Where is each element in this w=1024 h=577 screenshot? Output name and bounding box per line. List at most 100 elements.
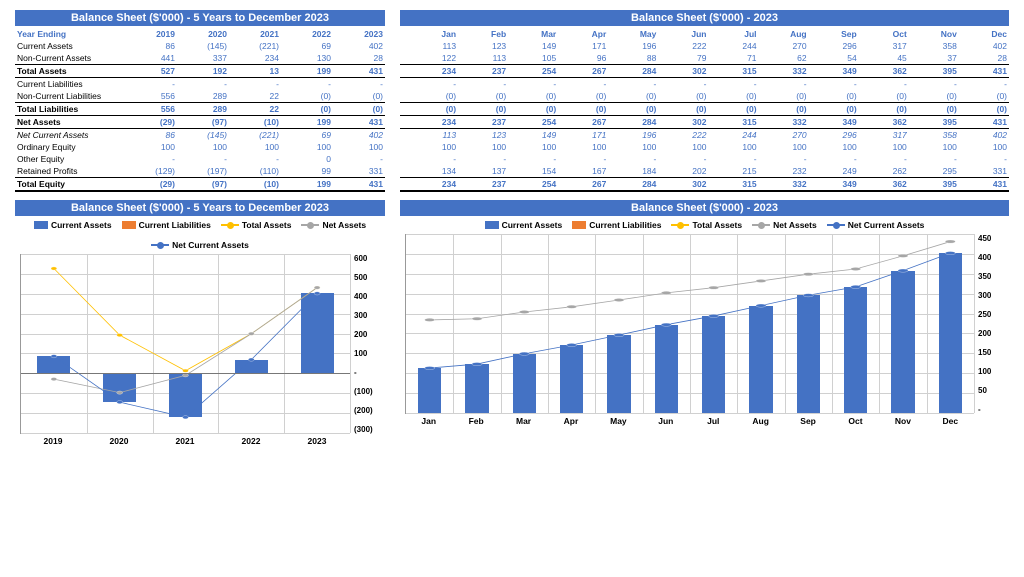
row-label	[400, 40, 408, 52]
cell: (0)	[809, 90, 859, 103]
table-row: 113123149171196222244270296317358402	[400, 40, 1009, 52]
y-tick: 250	[978, 310, 1009, 319]
chart-left-title: Balance Sheet ($'000) - 5 Years to Decem…	[15, 200, 385, 216]
cell: 222	[658, 40, 708, 52]
cell: (145)	[177, 40, 229, 52]
cell: 149	[508, 40, 558, 52]
col-header: 2020	[177, 28, 229, 40]
table-row: ------------	[400, 78, 1009, 91]
cell: (0)	[281, 90, 333, 103]
y-tick: 100	[978, 367, 1009, 376]
x-tick: Jan	[405, 416, 452, 434]
cell: (197)	[177, 165, 229, 178]
cell: -	[177, 78, 229, 91]
legend-label: Total Assets	[692, 220, 742, 230]
cell: 262	[859, 165, 909, 178]
bar	[465, 364, 489, 413]
cell: (0)	[658, 103, 708, 116]
table-row: Other Equity---0-	[15, 153, 385, 165]
cell: 267	[558, 178, 608, 192]
x-tick: 2022	[218, 436, 284, 454]
cell: 431	[959, 116, 1009, 129]
legend-item: Current Assets	[34, 220, 112, 230]
row-label: Net Assets	[15, 116, 125, 129]
cell: 362	[859, 65, 909, 78]
bar	[103, 373, 136, 402]
col-header: Jul	[708, 28, 758, 40]
legend-item: Current Liabilities	[572, 220, 661, 230]
cell: (97)	[177, 116, 229, 129]
y-tick: 300	[978, 291, 1009, 300]
x-tick: Apr	[547, 416, 594, 434]
x-tick: 2021	[152, 436, 218, 454]
legend-label: Net Assets	[773, 220, 817, 230]
cell: -	[558, 153, 608, 165]
row-label: Total Liabilities	[15, 103, 125, 116]
cell: 100	[281, 141, 333, 153]
x-tick: Dec	[927, 416, 974, 434]
table-row: Total Equity(29)(97)(10)199431	[15, 178, 385, 192]
cell: (0)	[658, 90, 708, 103]
y-tick: 300	[354, 311, 385, 320]
cell: (0)	[333, 90, 385, 103]
cell: 134	[408, 165, 458, 178]
x-tick: Jul	[690, 416, 737, 434]
cell: 332	[759, 178, 809, 192]
cell: 402	[333, 129, 385, 142]
cell: 284	[608, 178, 658, 192]
cell: 71	[708, 52, 758, 65]
cell: 28	[333, 52, 385, 65]
cell: 100	[658, 141, 708, 153]
row-label	[400, 153, 408, 165]
cell: -	[759, 153, 809, 165]
cell: 331	[959, 165, 1009, 178]
cell: 254	[508, 65, 558, 78]
cell: 527	[125, 65, 177, 78]
bar	[797, 295, 821, 413]
cell: 196	[608, 129, 658, 142]
cell: 302	[658, 178, 708, 192]
col-header: Mar	[508, 28, 558, 40]
cell: (0)	[608, 90, 658, 103]
cell: (0)	[708, 103, 758, 116]
cell: -	[859, 153, 909, 165]
cell: 202	[658, 165, 708, 178]
cell: 237	[458, 116, 508, 129]
chart-left: 600500400300200100-(100)(200)(300) 20192…	[15, 254, 385, 454]
cell: -	[909, 78, 959, 91]
legend-item: Net Assets	[752, 220, 817, 230]
legend-label: Net Assets	[322, 220, 366, 230]
cell: 100	[608, 141, 658, 153]
cell: 199	[281, 178, 333, 192]
table-row: Retained Profits(129)(197)(110)99331	[15, 165, 385, 178]
table-row: Non-Current Liabilities55628922(0)(0)	[15, 90, 385, 103]
cell: 196	[608, 40, 658, 52]
cell: 79	[658, 52, 708, 65]
cell: 362	[859, 178, 909, 192]
table-row: Current Assets86(145)(221)69402	[15, 40, 385, 52]
cell: 22	[229, 90, 281, 103]
y-tick: 600	[354, 254, 385, 263]
cell: 315	[708, 178, 758, 192]
left-column: Balance Sheet ($'000) - 5 Years to Decem…	[15, 10, 385, 454]
cell: 232	[759, 165, 809, 178]
cell: 402	[959, 129, 1009, 142]
cell: (0)	[959, 103, 1009, 116]
cell: (0)	[558, 103, 608, 116]
table-row: (0)(0)(0)(0)(0)(0)(0)(0)(0)(0)(0)(0)	[400, 103, 1009, 116]
cell: 154	[508, 165, 558, 178]
cell: -	[333, 153, 385, 165]
legend-swatch	[151, 244, 169, 246]
x-tick: Nov	[879, 416, 926, 434]
y-tick: (300)	[354, 425, 385, 434]
cell: -	[558, 78, 608, 91]
cell: 431	[333, 116, 385, 129]
cell: 337	[177, 52, 229, 65]
y-tick: 200	[354, 330, 385, 339]
cell: (221)	[229, 40, 281, 52]
cell: 100	[959, 141, 1009, 153]
row-label	[400, 165, 408, 178]
legend-item: Net Assets	[301, 220, 366, 230]
cell: 100	[909, 141, 959, 153]
cell: 317	[859, 129, 909, 142]
